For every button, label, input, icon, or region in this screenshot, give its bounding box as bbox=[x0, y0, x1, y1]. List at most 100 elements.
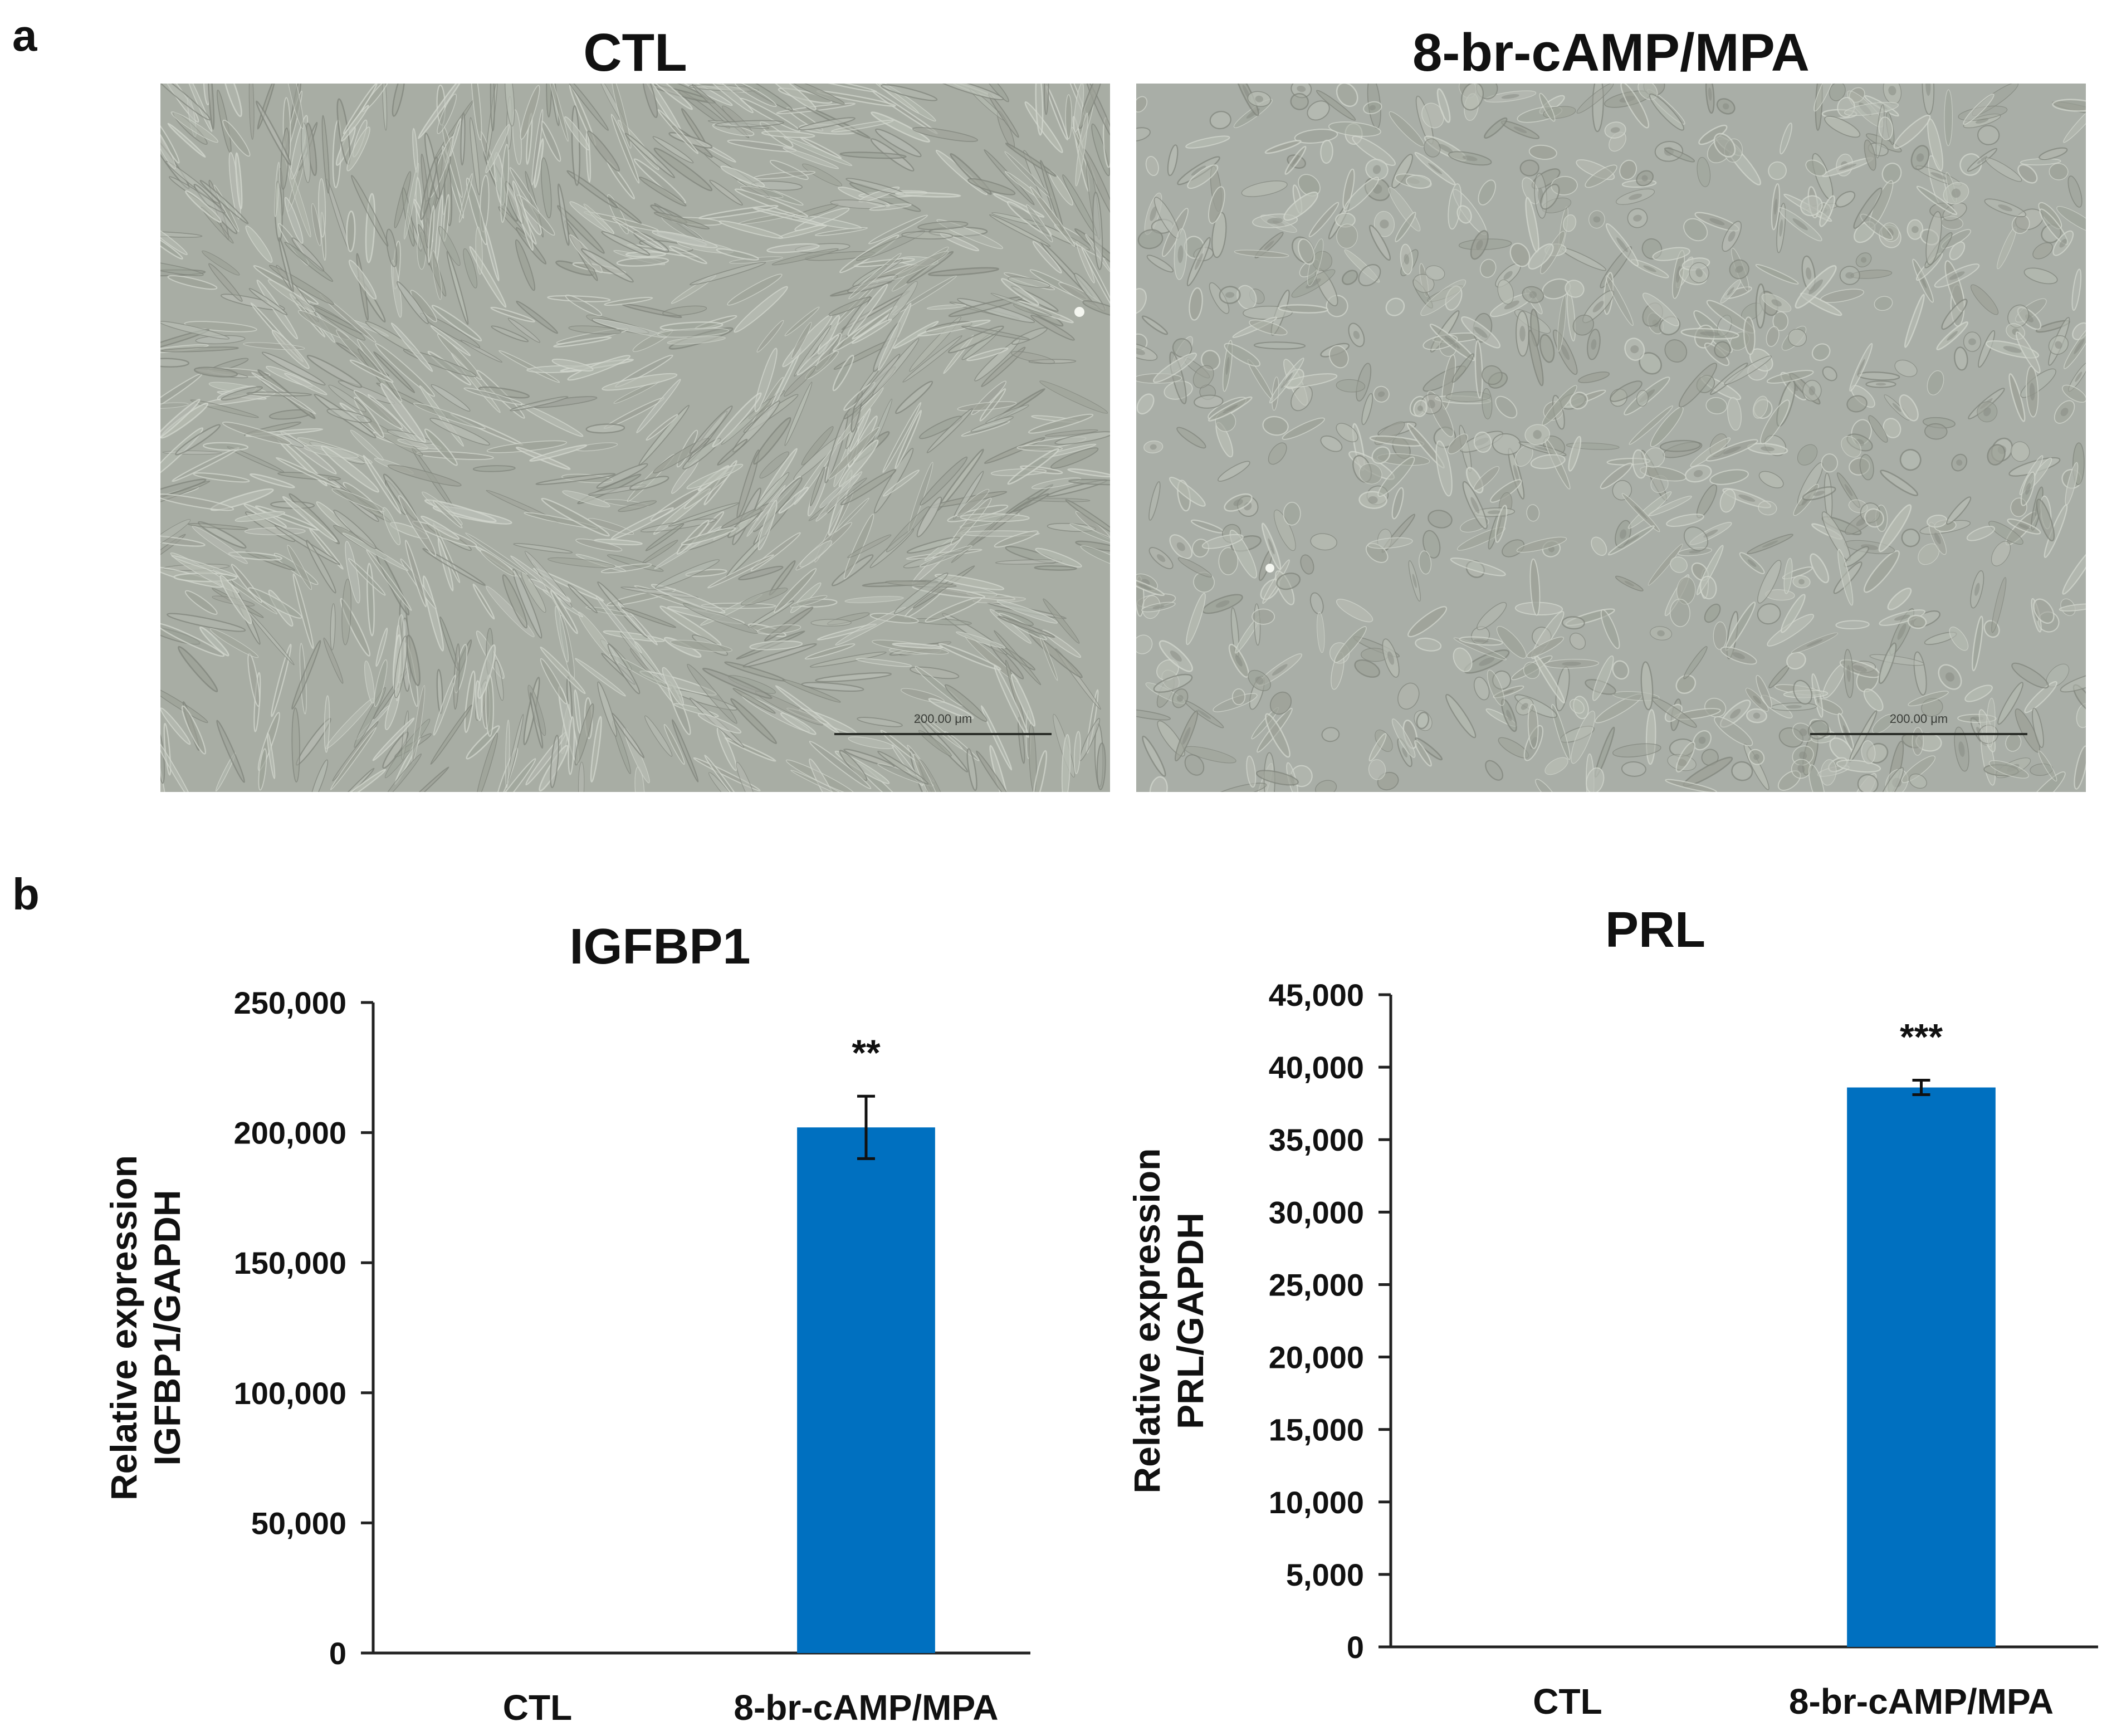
cell bbox=[2032, 707, 2044, 749]
cell-nucleus bbox=[1372, 165, 1381, 174]
cell bbox=[753, 417, 791, 465]
cell bbox=[1391, 718, 1416, 758]
cell bbox=[1358, 264, 1381, 286]
cell bbox=[586, 130, 620, 172]
cell bbox=[1034, 565, 1077, 571]
cell bbox=[1563, 214, 1577, 232]
cell bbox=[422, 547, 486, 586]
cell bbox=[248, 587, 302, 619]
cell bbox=[1218, 547, 1239, 575]
cell bbox=[1146, 255, 1174, 273]
cell bbox=[1527, 703, 1539, 749]
cell bbox=[652, 136, 694, 164]
cell bbox=[1526, 504, 1540, 522]
cell bbox=[1600, 462, 1633, 490]
cell bbox=[827, 612, 870, 625]
cell bbox=[1415, 637, 1442, 652]
cell bbox=[1231, 688, 1246, 706]
cell bbox=[875, 128, 922, 158]
cell-nucleus bbox=[1897, 623, 1907, 640]
cell bbox=[1901, 529, 1920, 547]
cell bbox=[601, 231, 651, 256]
cell bbox=[732, 688, 776, 714]
cell-nucleus bbox=[1474, 326, 1488, 338]
cell bbox=[1535, 779, 1557, 792]
cell bbox=[760, 84, 817, 111]
cell-nucleus bbox=[1353, 331, 1360, 339]
cell bbox=[271, 330, 310, 369]
cell bbox=[1414, 740, 1432, 767]
cell bbox=[662, 667, 684, 706]
cell bbox=[516, 300, 559, 334]
cell bbox=[510, 555, 571, 603]
cell bbox=[1683, 218, 1708, 242]
cell bbox=[707, 554, 774, 589]
cell bbox=[330, 727, 377, 790]
cell bbox=[712, 392, 762, 448]
cell bbox=[249, 473, 295, 488]
cell bbox=[2062, 547, 2086, 595]
cell bbox=[1282, 417, 1325, 440]
cell bbox=[1894, 359, 1918, 377]
cell-nucleus bbox=[1561, 344, 1570, 360]
cell bbox=[1502, 539, 1525, 558]
cell bbox=[1813, 84, 1838, 112]
cell bbox=[1605, 275, 1634, 326]
cell bbox=[689, 405, 733, 454]
cell bbox=[642, 540, 678, 564]
cell bbox=[1946, 496, 1972, 525]
cell bbox=[1988, 521, 2023, 545]
cell bbox=[1246, 755, 1257, 788]
cell bbox=[784, 382, 813, 446]
cell bbox=[1592, 655, 1614, 701]
cell bbox=[1050, 447, 1099, 469]
cell bbox=[1619, 159, 1637, 180]
cell bbox=[653, 148, 713, 192]
cell bbox=[1069, 523, 1110, 546]
cell bbox=[1819, 195, 1836, 227]
cell bbox=[1645, 709, 1656, 765]
cell bbox=[502, 574, 528, 629]
cell bbox=[638, 177, 687, 207]
cell bbox=[575, 538, 623, 552]
cell bbox=[1724, 355, 1772, 385]
cell-nucleus bbox=[1774, 198, 1777, 215]
cell bbox=[421, 515, 460, 540]
cell bbox=[1354, 659, 1380, 678]
cell bbox=[215, 752, 236, 792]
cell bbox=[1397, 682, 1420, 710]
cell bbox=[1709, 469, 1749, 485]
cell bbox=[761, 130, 815, 139]
cell bbox=[1478, 179, 1496, 206]
cell bbox=[463, 248, 478, 288]
cell bbox=[1026, 204, 1053, 243]
cell bbox=[160, 707, 191, 745]
cell bbox=[1565, 280, 1585, 298]
cell bbox=[1874, 296, 1893, 311]
cell bbox=[1925, 211, 1942, 265]
cell bbox=[1436, 88, 1451, 123]
cell-nucleus bbox=[1562, 662, 1581, 666]
cell bbox=[548, 84, 569, 142]
debris-spot bbox=[1074, 307, 1084, 317]
cell bbox=[1137, 229, 1164, 250]
cell bbox=[1189, 287, 1203, 321]
cell bbox=[1320, 435, 1343, 452]
cell bbox=[1253, 341, 1306, 350]
cell bbox=[1073, 84, 1084, 133]
cell bbox=[1080, 545, 1110, 570]
cell bbox=[814, 227, 868, 236]
cell bbox=[618, 500, 657, 512]
cell bbox=[960, 513, 1030, 522]
cell bbox=[1788, 329, 1807, 347]
cell bbox=[1186, 593, 1206, 646]
cell bbox=[333, 510, 377, 549]
cell bbox=[1861, 740, 1876, 764]
cell-nucleus bbox=[1846, 665, 1851, 682]
cell bbox=[353, 397, 384, 438]
cell bbox=[341, 578, 351, 646]
cell-nucleus bbox=[1855, 439, 1865, 446]
cell bbox=[160, 686, 208, 723]
cell bbox=[363, 454, 402, 515]
cell bbox=[659, 605, 722, 646]
